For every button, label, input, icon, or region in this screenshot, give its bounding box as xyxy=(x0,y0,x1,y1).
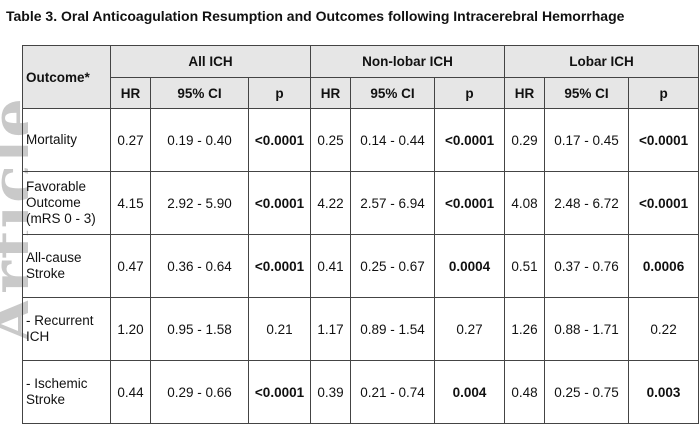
table-row: - Ischemic Stroke 0.44 0.29 - 0.66 <0.0001 0… xyxy=(22,360,700,424)
results-table: Outcome* All ICH Non-lobar ICH Lobar ICH… xyxy=(22,45,700,424)
ci-value: 0.25 - 0.67 xyxy=(350,234,436,298)
p-header: p xyxy=(434,77,506,109)
ci-header: 95% CI xyxy=(150,77,249,109)
table-body: Mortality 0.27 0.19 - 0.40 <0.0001 0.25 0.14 … xyxy=(22,108,700,424)
hr-value: 0.39 xyxy=(310,360,352,424)
p-value: <0.0001 xyxy=(247,234,312,298)
hr-value: 0.41 xyxy=(310,234,352,298)
outcome-label: Mortality xyxy=(22,108,111,172)
p-value: 0.0004 xyxy=(434,234,506,298)
hr-value: 0.27 xyxy=(110,108,151,172)
hr-value: 4.15 xyxy=(110,171,151,235)
hr-value: 0.44 xyxy=(110,360,151,424)
group-header: Non-lobar ICH xyxy=(310,45,506,78)
ci-value: 0.21 - 0.74 xyxy=(350,360,436,424)
hr-header: HR xyxy=(110,77,151,109)
hr-value: 0.25 xyxy=(310,108,352,172)
ci-header: 95% CI xyxy=(544,77,630,109)
p-header: p xyxy=(247,77,312,109)
hr-header: HR xyxy=(504,77,546,109)
p-value: 0.22 xyxy=(628,297,700,361)
table-row: Favorable Outcome (mRS 0 - 3) 4.15 2.92 - … xyxy=(22,171,700,235)
p-value: 0.21 xyxy=(247,297,312,361)
p-value: 0.004 xyxy=(434,360,506,424)
outcome-header: Outcome* xyxy=(22,45,111,109)
p-value: <0.0001 xyxy=(434,171,506,235)
outcome-label: - Recurrent ICH xyxy=(22,297,111,361)
ci-value: 0.29 - 0.66 xyxy=(150,360,249,424)
p-value: <0.0001 xyxy=(247,360,312,424)
p-value: <0.0001 xyxy=(434,108,506,172)
ci-value: 0.17 - 0.45 xyxy=(544,108,630,172)
ci-value: 0.89 - 1.54 xyxy=(350,297,436,361)
p-value: 0.003 xyxy=(628,360,700,424)
ci-header: 95% CI xyxy=(350,77,436,109)
hr-value: 0.48 xyxy=(504,360,546,424)
ci-value: 0.25 - 0.75 xyxy=(544,360,630,424)
ci-value: 0.19 - 0.40 xyxy=(150,108,249,172)
group-header: Lobar ICH xyxy=(504,45,700,78)
ci-value: 0.36 - 0.64 xyxy=(150,234,249,298)
table-row: Mortality 0.27 0.19 - 0.40 <0.0001 0.25 0.14 … xyxy=(22,108,700,172)
outcome-label: Favorable Outcome (mRS 0 - 3) xyxy=(22,171,111,235)
hr-value: 0.47 xyxy=(110,234,151,298)
hr-value: 1.17 xyxy=(310,297,352,361)
ci-value: 0.88 - 1.71 xyxy=(544,297,630,361)
hr-header: HR xyxy=(310,77,352,109)
outcome-label: - Ischemic Stroke xyxy=(22,360,111,424)
hr-value: 0.29 xyxy=(504,108,546,172)
outcome-label: All-cause Stroke xyxy=(22,234,111,298)
table-header: Outcome* All ICH Non-lobar ICH Lobar ICH… xyxy=(22,45,700,109)
p-value: <0.0001 xyxy=(247,171,312,235)
p-value: 0.27 xyxy=(434,297,506,361)
p-value: <0.0001 xyxy=(628,108,700,172)
hr-value: 0.51 xyxy=(504,234,546,298)
group-header: All ICH xyxy=(109,45,312,78)
hr-value: 4.08 xyxy=(504,171,546,235)
ci-value: 0.37 - 0.76 xyxy=(544,234,630,298)
ci-value: 2.92 - 5.90 xyxy=(150,171,249,235)
ci-value: 2.57 - 6.94 xyxy=(350,171,436,235)
ci-value: 2.48 - 6.72 xyxy=(544,171,630,235)
hr-value: 1.20 xyxy=(110,297,151,361)
p-header: p xyxy=(628,77,700,109)
p-value: <0.0001 xyxy=(247,108,312,172)
p-value: <0.0001 xyxy=(628,171,700,235)
ci-value: 0.14 - 0.44 xyxy=(350,108,436,172)
group-header-row: Outcome* All ICH Non-lobar ICH Lobar ICH xyxy=(22,45,700,109)
table-row: - Recurrent ICH 1.20 0.95 - 1.58 0.21 1.17 0.… xyxy=(22,297,700,361)
hr-value: 1.26 xyxy=(504,297,546,361)
sub-header-row: HR 95% CI p HR 95% CI p HR 95% CI p xyxy=(22,77,700,109)
ci-value: 0.95 - 1.58 xyxy=(150,297,249,361)
p-value: 0.0006 xyxy=(628,234,700,298)
table-title: Table 3. Oral Anticoagulation Resumption… xyxy=(6,8,625,24)
hr-value: 4.22 xyxy=(310,171,352,235)
table-row: All-cause Stroke 0.47 0.36 - 0.64 <0.0001 0.… xyxy=(22,234,700,298)
